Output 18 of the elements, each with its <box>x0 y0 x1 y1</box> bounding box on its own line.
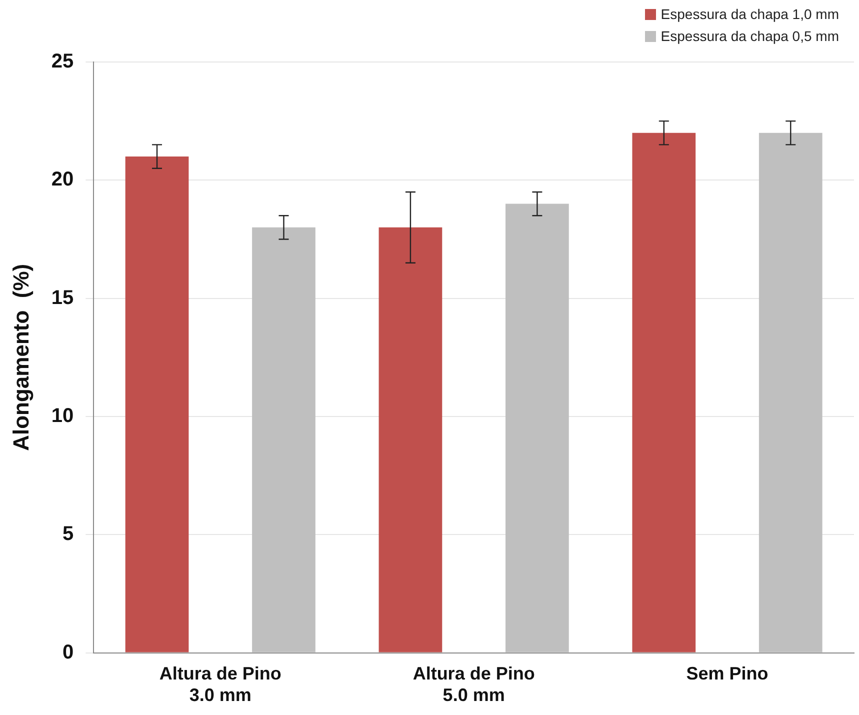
bar <box>378 227 442 652</box>
bar <box>252 227 316 652</box>
legend-label: Espessura da chapa 1,0 mm <box>660 6 839 22</box>
y-tick-label: 5 <box>62 523 74 546</box>
y-tick-label: 0 <box>62 641 74 664</box>
bar <box>125 156 189 652</box>
x-tick-label: Sem Pino <box>686 664 768 684</box>
legend-label: Espessura da chapa 0,5 mm <box>660 28 839 44</box>
y-tick-label: 25 <box>51 50 74 73</box>
bar <box>758 132 822 652</box>
y-tick-label: 20 <box>51 168 74 191</box>
x-tick-label: Altura de Pino 3.0 mm <box>159 664 282 706</box>
y-tick-label: 10 <box>51 404 74 427</box>
x-tick-label: Altura de Pino 5.0 mm <box>412 664 535 706</box>
y-tick-label: 15 <box>51 286 74 309</box>
bar <box>506 204 569 652</box>
bar <box>632 132 696 652</box>
y-axis-title: Alongamento (%) <box>8 264 34 451</box>
